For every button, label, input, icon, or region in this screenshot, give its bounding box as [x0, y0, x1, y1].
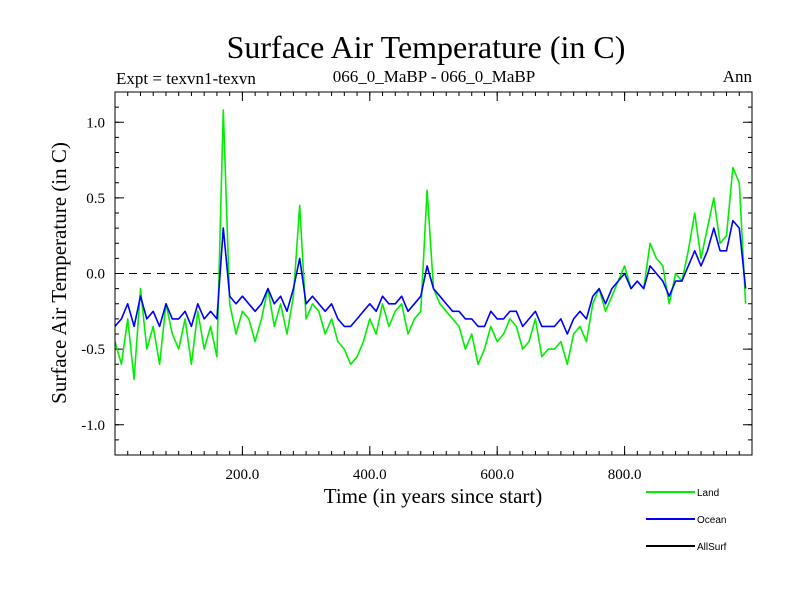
period-label: 066_0_MaBP - 066_0_MaBP	[333, 67, 535, 86]
series-line-ocean	[115, 219, 747, 335]
legend: Land Ocean AllSurf	[646, 488, 727, 553]
x-axis-label: Time (in years since start)	[324, 484, 543, 508]
experiment-label: Expt = texvn1-texvn	[116, 69, 256, 88]
plot-area: 200.0 400.0 600.0 800.0 -1.0 -0.5 0.0 0.5 1.0	[81, 92, 752, 483]
y-axis-label: Surface Air Temperature (in C)	[47, 142, 71, 404]
y-tick-label: 0.5	[86, 191, 105, 207]
y-tick-label: -0.5	[81, 342, 105, 358]
legend-label-ocean: Ocean	[697, 515, 726, 526]
y-tick-label: -1.0	[81, 418, 105, 434]
x-tick-label: 400.0	[353, 467, 387, 483]
x-tick-label: 800.0	[608, 467, 642, 483]
chart-title: Surface Air Temperature (in C)	[227, 29, 626, 65]
x-tick-label: 200.0	[226, 467, 260, 483]
season-label: Ann	[723, 67, 753, 86]
y-tick-label: 0.0	[86, 267, 105, 283]
plot-frame	[114, 91, 753, 456]
legend-label-allsurf: AllSurf	[697, 542, 727, 553]
x-tick-label: 600.0	[480, 467, 514, 483]
legend-label-land: Land	[697, 488, 719, 499]
y-tick-label: 1.0	[86, 115, 105, 131]
